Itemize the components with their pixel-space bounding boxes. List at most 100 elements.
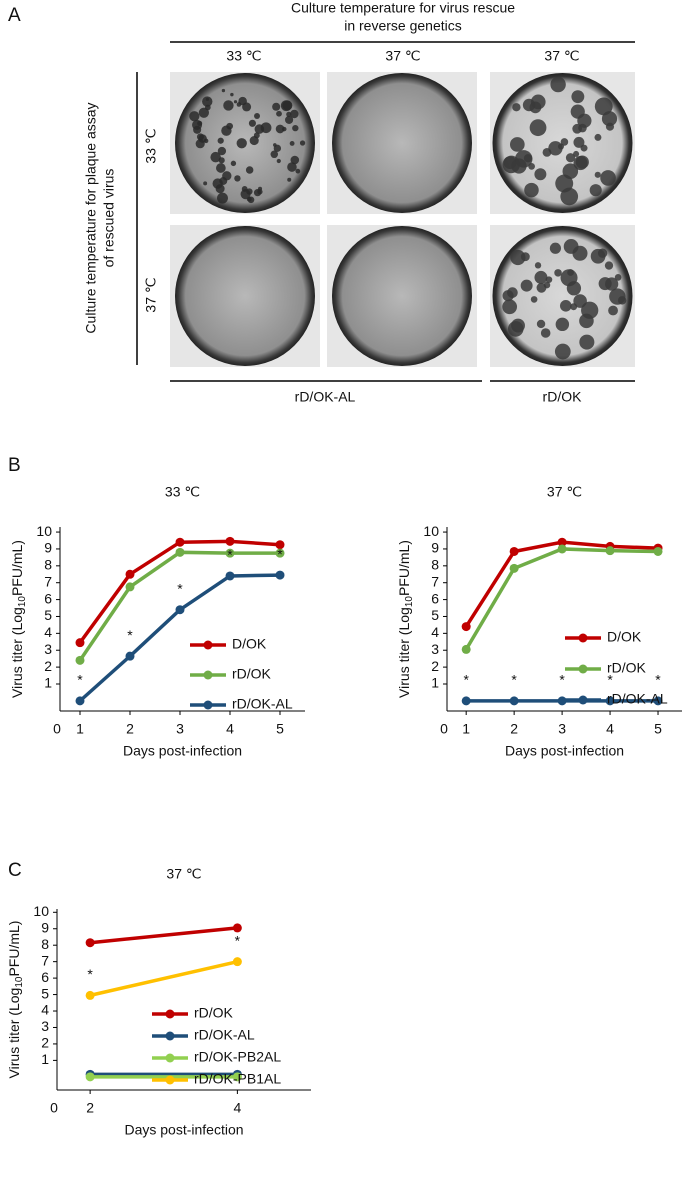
data-point [75, 696, 85, 706]
plaque [289, 141, 295, 146]
y-axis-label-part: PFU/mL) [6, 921, 22, 977]
significance-mark: * [177, 580, 183, 596]
plaque [509, 137, 525, 152]
legend-label: rD/OK [194, 1005, 234, 1021]
y-axis-label: Virus titer (Log10PFU/mL) [6, 921, 25, 1079]
plaque [594, 133, 602, 141]
y-tick-label: 6 [431, 590, 439, 606]
legend-label: D/OK [607, 629, 642, 645]
y-tick-label: 1 [41, 1051, 49, 1067]
plaque [589, 184, 602, 197]
data-point [175, 547, 185, 557]
plaque [221, 88, 226, 93]
plaque [217, 192, 228, 204]
plaque [196, 133, 204, 141]
legend-label: rD/OK-AL [232, 696, 293, 712]
plaque [522, 98, 536, 112]
x-tick-label: 2 [126, 721, 134, 737]
legend-marker [165, 1053, 175, 1063]
y-tick-label: 4 [44, 624, 52, 640]
panel-label: A [8, 5, 21, 26]
plaque [536, 282, 547, 293]
data-point [605, 696, 615, 706]
plaque [555, 317, 570, 332]
y-tick-label: 3 [44, 641, 52, 657]
plaque [563, 239, 579, 254]
significance-mark: * [277, 546, 283, 562]
series-line [89, 959, 238, 998]
plaque [189, 111, 200, 122]
series-line [464, 540, 659, 628]
plaque [276, 110, 282, 117]
plaque [534, 270, 548, 284]
data-point [275, 548, 285, 558]
legend-label: rD/OK-PB2AL [194, 1049, 281, 1065]
plaque [276, 158, 281, 164]
plaque [549, 242, 562, 254]
plaque [236, 138, 247, 149]
legend-label: rD/OK [607, 660, 647, 676]
data-point [125, 582, 135, 592]
plaque [503, 156, 517, 170]
plaque [230, 160, 237, 167]
plaque [524, 182, 539, 198]
plaque [299, 140, 306, 146]
legend-label: rD/OK-PB1AL [194, 1071, 281, 1087]
y-axis-label-part: Virus titer (Log [9, 607, 25, 698]
plaque [210, 151, 221, 163]
plaque [560, 187, 579, 206]
plaque [579, 334, 595, 350]
y-tick-label: 3 [41, 1018, 49, 1034]
plaque [290, 109, 299, 119]
plaque [217, 146, 227, 156]
plaque [285, 115, 294, 124]
x-tick-label: 4 [233, 1100, 241, 1116]
origin-label: 0 [50, 1100, 58, 1116]
y-tick-label: 8 [44, 557, 52, 573]
y-tick-label: 1 [431, 675, 439, 691]
panel-label: B [8, 455, 21, 476]
x-tick-label: 4 [606, 721, 614, 737]
plaque [280, 100, 292, 112]
y-tick-label: 10 [36, 523, 52, 539]
data-point [75, 655, 85, 665]
y-tick-label: 7 [44, 573, 52, 589]
plaque [604, 261, 614, 270]
y-axis-label-part: PFU/mL) [396, 540, 412, 596]
data-point [75, 638, 85, 648]
plaque [198, 107, 209, 118]
plaque [560, 138, 569, 146]
data-point [461, 622, 471, 632]
y-tick-label: 7 [41, 952, 49, 968]
data-point [557, 537, 567, 547]
plaque [507, 287, 518, 298]
y-axis-label-part: 10 [17, 596, 28, 608]
plaque [600, 170, 616, 186]
y-tick-label: 2 [41, 1035, 49, 1051]
legend-marker [203, 640, 213, 650]
legend-label: rD/OK [232, 666, 272, 682]
data-point [125, 651, 135, 661]
plaque [512, 103, 521, 112]
plaque [216, 163, 226, 173]
y-tick-label: 5 [41, 985, 49, 1001]
y-tick-label: 1 [44, 675, 52, 691]
significance-mark: * [77, 672, 83, 688]
plaque [573, 136, 585, 148]
panel-label: C [8, 860, 22, 881]
significance-mark: * [227, 547, 233, 563]
data-point [85, 990, 95, 1000]
plaque [559, 299, 572, 312]
legend-marker [203, 700, 213, 710]
data-point [225, 571, 235, 581]
plaque [202, 96, 213, 107]
plaque [545, 276, 553, 283]
plaque [282, 126, 287, 132]
data-point [85, 938, 95, 948]
plaque [287, 162, 297, 172]
plaque [223, 100, 234, 111]
data-point [175, 605, 185, 615]
plaque [245, 166, 254, 174]
data-point [232, 923, 242, 933]
